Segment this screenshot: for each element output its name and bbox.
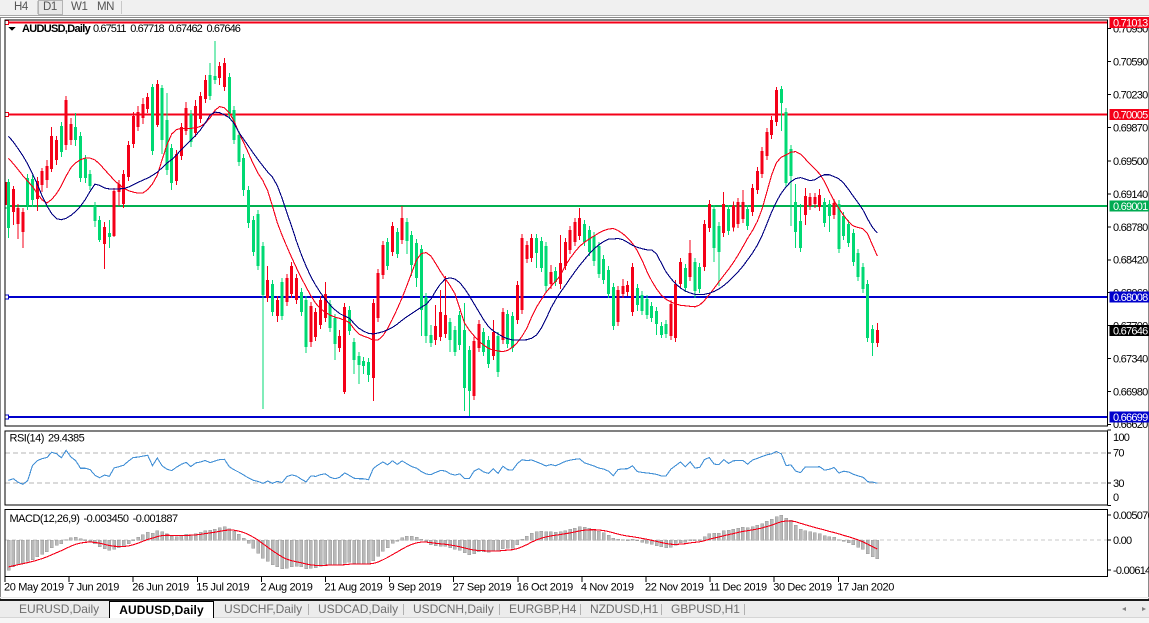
svg-text:RSI(14) 29.4385: RSI(14) 29.4385 [10,433,85,445]
svg-text:0.67340: 0.67340 [1113,353,1148,365]
svg-text:7 Jun 2019: 7 Jun 2019 [68,582,119,594]
svg-text:0.67646: 0.67646 [1113,326,1148,338]
svg-text:15 Jul 2019: 15 Jul 2019 [196,582,249,594]
svg-text:100: 100 [1113,432,1130,444]
svg-text:0.66980: 0.66980 [1113,386,1148,398]
svg-text:9 Sep 2019: 9 Sep 2019 [389,582,442,594]
svg-text:0.005076: 0.005076 [1113,510,1149,522]
svg-text:0.70590: 0.70590 [1113,57,1148,69]
svg-text:AUDUSD,Daily: AUDUSD,Daily [22,23,92,35]
svg-text:0.70005: 0.70005 [1113,109,1148,121]
svg-text:27 Sep 2019: 27 Sep 2019 [453,582,512,594]
svg-text:0.70230: 0.70230 [1113,89,1148,101]
svg-text:0.68420: 0.68420 [1113,255,1148,267]
svg-text:0.68008: 0.68008 [1113,292,1148,304]
svg-text:0.69140: 0.69140 [1113,189,1148,201]
svg-text:16 Oct 2019: 16 Oct 2019 [517,582,573,594]
svg-text:0.66699: 0.66699 [1113,412,1148,424]
svg-text:0.69001: 0.69001 [1113,201,1148,213]
svg-text:0.69500: 0.69500 [1113,156,1148,168]
svg-text:20 May 2019: 20 May 2019 [4,582,64,594]
svg-text:-0.006148: -0.006148 [1113,565,1149,577]
svg-text:30: 30 [1113,478,1124,490]
svg-text:30 Dec 2019: 30 Dec 2019 [773,582,832,594]
svg-text:0.69870: 0.69870 [1113,122,1148,134]
svg-text:70: 70 [1113,448,1124,460]
svg-text:2 Aug 2019: 2 Aug 2019 [260,582,312,594]
svg-text:4 Nov 2019: 4 Nov 2019 [581,582,634,594]
svg-text:0.67511 0.67718 0.67462 0.6764: 0.67511 0.67718 0.67462 0.67646 [93,23,241,35]
svg-text:26 Jun 2019: 26 Jun 2019 [132,582,189,594]
svg-text:11 Dec 2019: 11 Dec 2019 [709,582,767,594]
svg-text:17 Jan 2020: 17 Jan 2020 [837,582,894,594]
svg-text:22 Nov 2019: 22 Nov 2019 [645,582,704,594]
svg-text:0.68780: 0.68780 [1113,222,1148,234]
svg-text:0: 0 [1113,492,1119,504]
svg-text:21 Aug 2019: 21 Aug 2019 [325,582,383,594]
svg-text:0.00: 0.00 [1113,535,1132,547]
svg-text:0.71013: 0.71013 [1113,17,1148,29]
svg-text:MACD(12,26,9) -0.003450 -0.001: MACD(12,26,9) -0.003450 -0.001887 [10,513,178,525]
